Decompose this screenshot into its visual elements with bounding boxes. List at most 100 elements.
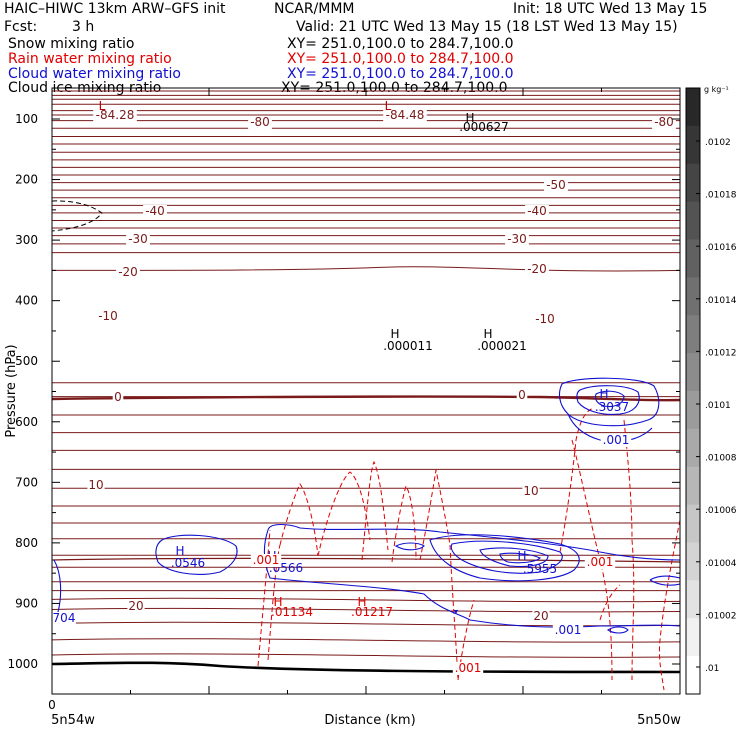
isotherm-label: -20 xyxy=(118,265,138,279)
rain-contour xyxy=(659,519,680,691)
rain-contour xyxy=(391,484,417,563)
colorbar-label: .01 xyxy=(705,664,719,674)
contour-label: .001 xyxy=(253,553,280,567)
isotherm-label: -50 xyxy=(546,178,566,192)
isotherm-line xyxy=(52,638,680,643)
field-snow-name: Snow mixing ratio xyxy=(8,36,135,52)
colorbar-label: .01002 xyxy=(705,611,737,621)
contour-label-bg xyxy=(87,479,105,492)
x-tick-label: 0 xyxy=(48,698,56,712)
contour-label-bg xyxy=(248,116,272,129)
colorbar-segment xyxy=(686,618,700,657)
colorbar-label: .01004 xyxy=(705,559,737,569)
extremum-value: .01134 xyxy=(271,605,313,619)
isotherm-label: -30 xyxy=(507,232,527,246)
colorbar-label: .0101 xyxy=(705,401,731,411)
contour-label: .001 xyxy=(587,555,614,569)
isotherm-label: -30 xyxy=(128,232,148,246)
colorbar-segment xyxy=(686,201,700,240)
contour-label-bg xyxy=(52,612,76,625)
cloud-water-contour xyxy=(567,413,653,443)
organization-label: NCAR/MMM xyxy=(274,1,355,17)
y-axis-title: Pressure (hPa) xyxy=(4,344,19,437)
isotherm-label: -84.28 xyxy=(96,108,135,122)
colorbar-unit: g kg⁻¹ xyxy=(704,85,729,94)
colorbar-segment xyxy=(686,542,700,581)
snow-contour xyxy=(52,200,103,232)
extremum-high-mark: H xyxy=(517,549,526,563)
field-cloud-water-name: Cloud water mixing ratio xyxy=(8,66,181,82)
colorbar-label: .01018 xyxy=(705,191,737,201)
isotherm-label: 10 xyxy=(88,478,103,492)
colorbar-label: .0102 xyxy=(705,138,731,148)
extremum-value: .3037 xyxy=(595,400,629,414)
y-tick-label: 300 xyxy=(15,233,38,247)
rain-contour xyxy=(599,584,621,621)
colorbar-label: .01008 xyxy=(705,454,737,464)
colorbar-label: .01012 xyxy=(705,348,737,358)
colorbar-segment xyxy=(686,125,700,165)
contour-label-bg xyxy=(522,485,540,498)
extremum-high-mark: H xyxy=(273,595,282,609)
colorbar-segment xyxy=(686,163,700,203)
colorbar-segment xyxy=(686,428,700,468)
isotherm-label: 20 xyxy=(533,609,548,623)
rain-contour xyxy=(317,471,371,557)
colorbar-segment xyxy=(686,88,700,127)
contour-label-bg xyxy=(505,233,529,246)
model-title: HAIC–HIWC 13km ARW–GFS init xyxy=(4,1,226,17)
y-tick-label: 700 xyxy=(15,475,38,489)
isotherm-label: -40 xyxy=(145,204,165,218)
rain-contour xyxy=(419,469,451,561)
extremum-high-mark: H xyxy=(175,544,184,558)
contour-label-bg xyxy=(525,205,549,218)
colorbar-segment xyxy=(686,656,700,695)
cloud-water-contour xyxy=(450,540,563,574)
contour-label-bg xyxy=(552,624,584,637)
contour-label-bg xyxy=(600,434,632,447)
field-rain-name: Rain water mixing ratio xyxy=(8,51,172,67)
contour-label-bg xyxy=(126,233,150,246)
isotherm-line xyxy=(52,621,680,627)
colorbar-label: .01014 xyxy=(705,296,737,306)
isotherm-line xyxy=(52,653,680,658)
y-tick-label: 900 xyxy=(15,596,38,610)
contour-label: .001 xyxy=(603,433,630,447)
colorbar-segment xyxy=(686,504,700,543)
colorbar-label: .01006 xyxy=(705,506,737,516)
extremum-value: .0546 xyxy=(171,556,205,570)
contour-label-bg xyxy=(383,109,427,122)
cloud-water-contour xyxy=(267,523,680,561)
forecast-label: Fcst: xyxy=(4,19,38,35)
plot-area: -84.28 -84.48-80 -80-50-40 -40-30 -30-20 -20-… xyxy=(52,90,680,691)
contour-label-bg xyxy=(93,109,137,122)
cloud-water-marker xyxy=(454,610,458,614)
extremum-high-mark: H xyxy=(357,595,366,609)
extremum-low-mark: L xyxy=(385,99,392,113)
extremum-value: .000011 xyxy=(383,339,433,353)
contour-label-bg xyxy=(116,266,140,279)
isotherm-label: -40 xyxy=(527,204,547,218)
colorbar-segment xyxy=(686,315,700,354)
extremum-value: .000021 xyxy=(477,339,527,353)
contour-label-bg xyxy=(127,600,145,613)
contour-label-bg xyxy=(652,116,676,129)
field-snow-xy: XY= 251.0,100.0 to 284.7,100.0 xyxy=(287,36,514,52)
cloud-water-contour xyxy=(576,385,640,415)
contour-label-bg xyxy=(452,662,484,675)
cloud-water-contour xyxy=(594,390,625,408)
forecast-hours: 3 h xyxy=(72,19,95,35)
cloud-water-contour xyxy=(155,534,238,575)
extremum-high-mark: H xyxy=(390,327,399,341)
extremum-high-mark: H xyxy=(465,111,474,125)
cloud-water-contour xyxy=(429,534,580,582)
rain-contour xyxy=(559,407,595,553)
y-tick-label: 100 xyxy=(15,112,38,126)
cloud-water-contour xyxy=(394,542,425,551)
cloud-water-contour xyxy=(263,529,680,628)
isotherm-label: -80 xyxy=(654,115,674,129)
extremum-low-mark: L xyxy=(99,99,106,113)
field-rain-xy: XY= 251.0,100.0 to 284.7,100.0 xyxy=(287,51,514,67)
y-tick-label: 200 xyxy=(15,173,38,187)
